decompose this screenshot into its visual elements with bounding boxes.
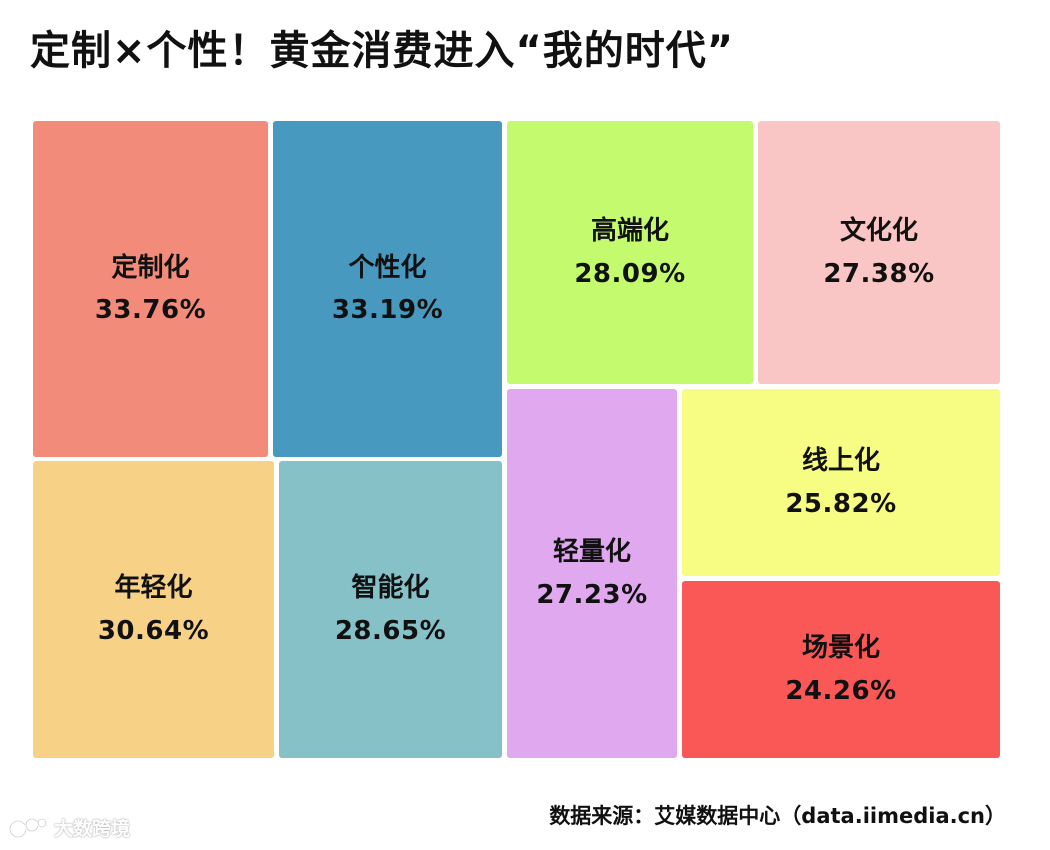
watermark-text: 大数跨境	[54, 818, 131, 840]
tile-category-label: 文化化	[839, 216, 918, 246]
tile-value-label: 25.82%	[785, 488, 897, 519]
watermark-logo-icon	[8, 817, 47, 838]
source-note: 数据来源：艾媒数据中心（data.iimedia.cn）	[549, 804, 1006, 828]
chart-title: 定制×个性！黄金消费进入“我的时代”	[30, 28, 735, 74]
tile-value-label: 27.23%	[536, 579, 648, 610]
treemap-tile: 高端化 28.09%	[507, 121, 753, 384]
tile-category-label: 年轻化	[114, 573, 193, 603]
treemap-tile: 场景化 24.26%	[682, 581, 1000, 758]
tile-value-label: 33.19%	[331, 295, 444, 325]
tile-value-label: 28.09%	[574, 258, 686, 289]
tile-value-label: 27.38%	[823, 258, 935, 289]
tile-category-label: 线上化	[801, 446, 880, 476]
tile-value-label: 24.26%	[785, 675, 897, 706]
watermark: 大数跨境	[8, 814, 130, 841]
tile-category-label: 高端化	[590, 216, 669, 246]
treemap-tile: 文化化 27.38%	[758, 121, 1000, 384]
treemap-tile: 线上化 25.82%	[682, 389, 1000, 576]
tile-category-label: 智能化	[351, 573, 430, 603]
treemap-tile: 智能化 28.65%	[279, 461, 502, 758]
treemap-tile: 轻量化 27.23%	[507, 389, 677, 758]
tile-category-label: 个性化	[348, 252, 427, 283]
tile-category-label: 定制化	[111, 252, 190, 283]
tile-value-label: 28.65%	[334, 615, 447, 646]
tile-category-label: 场景化	[801, 633, 880, 663]
treemap-tile: 年轻化 30.64%	[33, 461, 274, 758]
treemap-tile: 定制化 33.76%	[33, 121, 268, 457]
tile-value-label: 30.64%	[97, 615, 210, 646]
tile-category-label: 轻量化	[552, 537, 631, 567]
treemap-tile: 个性化 33.19%	[273, 121, 502, 457]
tile-value-label: 33.76%	[94, 295, 207, 325]
